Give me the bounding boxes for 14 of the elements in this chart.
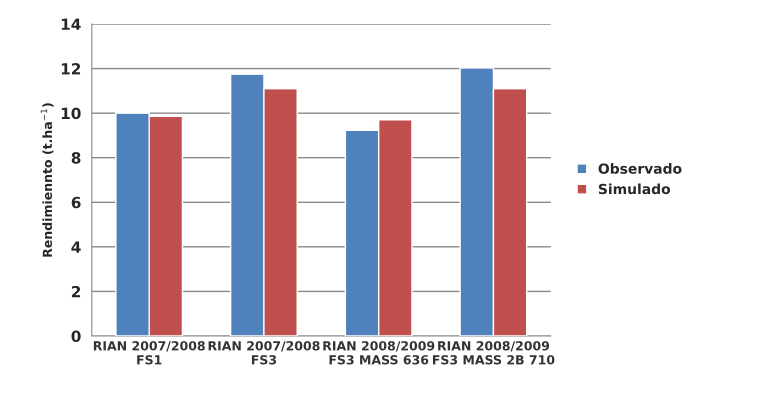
y-tick-label: 14 [62,18,81,30]
legend-label: Observado [598,163,682,174]
x-tick-label: RIAN 2007/2008 FS3 [208,341,320,365]
y-tick-label: 8 [72,152,80,164]
y-tick-label: 6 [72,196,81,208]
x-tick-label: RIAN 2007/2008 FS1 [94,341,205,365]
legend-label: Simulado [598,183,670,194]
y-tick-label: 12 [62,63,80,74]
y-tick-label: 10 [62,108,81,120]
y-tick-label: 0 [71,330,81,342]
y-axis-title: Rendimiennto (t.ha$^{−1}$) [40,103,54,257]
y-tick-label: 4 [71,242,81,253]
y-tick-label: 2 [72,286,80,298]
x-tick-label: RIAN 2008/2009 FS3 MASS 636 [323,341,434,365]
